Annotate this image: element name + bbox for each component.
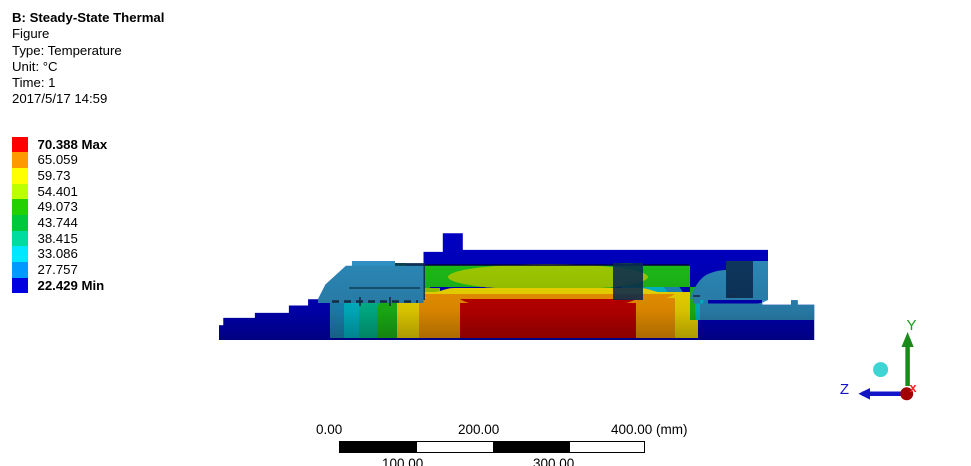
svg-text:x: x — [909, 380, 917, 395]
svg-text:Y: Y — [906, 317, 916, 334]
svg-text:Z: Z — [840, 381, 849, 398]
